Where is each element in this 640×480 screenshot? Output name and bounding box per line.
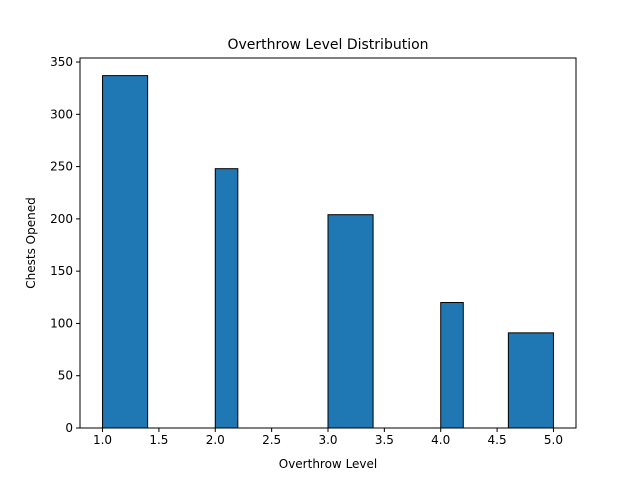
y-tick-label: 250 [50, 160, 73, 174]
y-tick-label: 350 [50, 55, 73, 69]
y-tick-label: 300 [50, 107, 73, 121]
y-axis-label: Chests Opened [24, 197, 38, 288]
y-axis-ticks: 0 50 100 150 200 250 300 350 [50, 55, 80, 435]
bars-group [102, 75, 554, 429]
x-tick-label: 1.5 [149, 433, 168, 447]
bar-5 [507, 332, 554, 429]
y-tick-label: 200 [50, 212, 73, 226]
bar-1 [102, 75, 149, 429]
x-tick-label: 2.0 [206, 433, 225, 447]
x-tick-label: 2.5 [262, 433, 281, 447]
x-axis-label: Overthrow Level [279, 457, 378, 471]
x-axis-ticks: 1.0 1.5 2.0 2.5 3.0 3.5 4.0 4.5 5.0 [93, 428, 563, 447]
chart-title: Overthrow Level Distribution [227, 37, 428, 53]
bar-3 [327, 214, 374, 429]
x-tick-label: 1.0 [93, 433, 112, 447]
plot-frame [79, 57, 577, 429]
bar-4 [440, 302, 464, 429]
y-tick-label: 0 [65, 421, 73, 435]
x-tick-label: 5.0 [544, 433, 563, 447]
y-tick-label: 50 [58, 369, 73, 383]
x-tick-label: 4.0 [431, 433, 450, 447]
x-tick-label: 3.5 [375, 433, 394, 447]
y-tick-label: 100 [50, 316, 73, 330]
y-tick-label: 150 [50, 264, 73, 278]
x-tick-label: 4.5 [488, 433, 507, 447]
bar-2 [214, 168, 239, 429]
x-tick-label: 3.0 [318, 433, 337, 447]
